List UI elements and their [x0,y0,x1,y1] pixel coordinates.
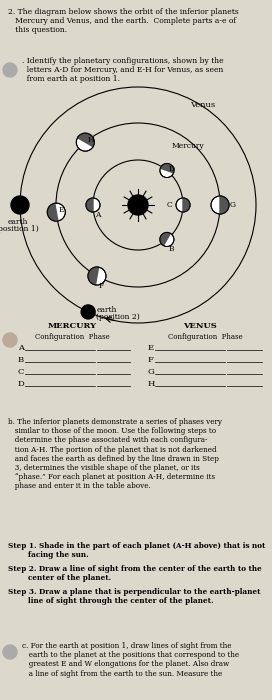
Text: D: D [18,380,25,388]
Text: . Identify the planetary configurations, shown by the
  letters A-D for Mercury,: . Identify the planetary configurations,… [22,57,224,83]
Text: C: C [18,368,24,376]
Text: Step 1. Shade in the part of each planet (A-H above) that is not
        facing : Step 1. Shade in the part of each planet… [8,542,265,559]
Text: Step 3. Draw a plane that is perpendicular to the earth-planet
        line of s: Step 3. Draw a plane that is perpendicul… [8,588,261,606]
Text: C: C [167,201,173,209]
Text: Venus: Venus [190,101,216,109]
Wedge shape [47,203,58,221]
Text: b. The inferior planets demonstrate a series of phases very
   similar to those : b. The inferior planets demonstrate a se… [8,418,222,491]
Wedge shape [78,133,94,147]
Text: 2. The diagram below shows the orbit of the inferior planets
   Mercury and Venu: 2. The diagram below shows the orbit of … [8,8,239,34]
Text: position 1): position 1) [0,225,38,233]
Wedge shape [88,267,98,285]
Text: c. For the earth at position 1, draw lines of sight from the
   earth to the pla: c. For the earth at position 1, draw lin… [22,642,239,678]
Wedge shape [86,198,93,212]
Text: H: H [148,380,155,388]
Wedge shape [220,196,229,214]
Text: Mercury: Mercury [172,142,204,150]
Text: A: A [95,211,100,219]
Circle shape [3,63,17,77]
Circle shape [211,196,229,214]
Wedge shape [160,164,174,173]
Circle shape [76,133,94,151]
Text: (position 2): (position 2) [96,313,140,321]
Circle shape [81,305,95,319]
Text: G: G [230,201,236,209]
Text: F: F [148,356,154,364]
Text: D: D [169,164,175,172]
Text: H: H [87,136,94,144]
Circle shape [86,198,100,212]
Wedge shape [160,232,171,246]
Text: earth: earth [96,306,117,314]
Text: A: A [18,344,24,352]
Text: Configuration  Phase: Configuration Phase [168,333,242,341]
Circle shape [3,645,17,659]
Circle shape [160,164,174,178]
Text: B: B [169,246,175,253]
Text: VENUS: VENUS [183,322,217,330]
Text: B: B [18,356,24,364]
Circle shape [128,195,148,215]
Text: Step 2. Draw a line of sight from the center of the earth to the
        center : Step 2. Draw a line of sight from the ce… [8,565,262,582]
Circle shape [47,203,65,221]
Circle shape [3,333,17,347]
Text: E: E [148,344,154,352]
Text: earth: earth [8,218,28,226]
Text: MERCURY: MERCURY [47,322,97,330]
Circle shape [11,196,29,214]
Text: Configuration  Phase: Configuration Phase [35,333,109,341]
Text: F: F [99,282,104,290]
Text: G: G [148,368,155,376]
Circle shape [160,232,174,246]
Circle shape [88,267,106,285]
Text: E: E [58,206,64,214]
Wedge shape [183,198,190,212]
Circle shape [176,198,190,212]
